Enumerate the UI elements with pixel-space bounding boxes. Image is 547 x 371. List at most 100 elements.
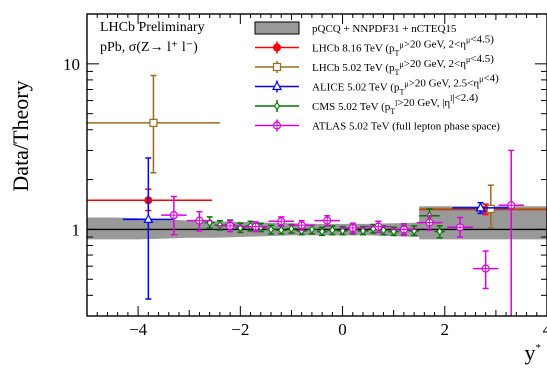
series-3-point-6-marker-shape xyxy=(267,224,275,234)
series-3-point-11-marker xyxy=(318,227,326,237)
label-text: LHCb 8.16 TeV (p xyxy=(312,43,395,55)
legend-entry-3: CMS 5.02 TeV (pTl>20 GeV, |ηl|<2.4) xyxy=(255,92,479,116)
series-4-point-7-marker xyxy=(348,223,357,233)
annotation-process: pPb, σ(Z→ l⁺ l⁻) xyxy=(100,40,198,55)
series-4-point-12 xyxy=(472,250,499,290)
legend-entry-1: LHCb 5.02 TeV (pTμ>20 GeV, 2<ημ<4.5) xyxy=(255,53,494,77)
series-4-point-3-marker xyxy=(251,222,260,231)
series-3-point-12-marker-shape xyxy=(329,225,336,235)
series-4-point-10-marker xyxy=(425,218,434,227)
series-3-point-15-marker xyxy=(359,226,367,236)
legend-marker-0-shape xyxy=(273,43,281,52)
annotation-experiment: LHCb Preliminary xyxy=(100,20,205,35)
series-2-point-1 xyxy=(452,201,509,215)
series-4-point-4-marker xyxy=(277,217,286,226)
plot-frame xyxy=(86,13,547,317)
series-3-point-7-marker xyxy=(278,225,285,235)
legend-label-theory-band: pQCQ + NNPDF31 + nCTEQ15 xyxy=(312,23,457,35)
series-4-point-0 xyxy=(161,195,187,236)
legend-entry-2: ALICE 5.02 TeV (pTμ>20 GeV, 2.5<ημ<4) xyxy=(255,73,499,97)
label-text: <4) xyxy=(483,73,499,85)
series-2-point-1-marker xyxy=(475,202,486,212)
legend-marker-2 xyxy=(272,80,282,91)
legend-label-1: LHCb 5.02 TeV (pTμ>20 GeV, 2<ημ<4.5) xyxy=(312,53,494,77)
series-3-point-11 xyxy=(317,226,328,237)
x-axis-label-main: y xyxy=(525,340,536,365)
label-text: CMS 5.02 TeV (p xyxy=(312,101,391,113)
series-4-point-2 xyxy=(217,219,243,233)
label-text: LHCb 5.02 TeV (p xyxy=(312,62,395,74)
x-tick-label: 4 xyxy=(543,320,547,339)
series-4-point-4 xyxy=(268,216,294,227)
series-0-point-0 xyxy=(87,188,213,212)
series-4-point-1 xyxy=(186,210,213,232)
label-subscript: T xyxy=(395,68,400,77)
series-3-point-8-marker-shape xyxy=(288,224,295,234)
series-4-point-13-marker xyxy=(507,201,516,210)
label-text: ATLAS 5.02 TeV (full lepton phase space) xyxy=(312,121,500,133)
series-3-point-6 xyxy=(265,224,277,235)
series-4-point-7 xyxy=(340,222,366,234)
x-tick-label: −4 xyxy=(129,320,148,339)
series-1-point-0-marker-shape xyxy=(149,118,158,127)
series-4-point-9 xyxy=(391,223,417,237)
series-4-point-10 xyxy=(416,214,443,231)
series-2-point-0-marker-shape xyxy=(143,213,154,223)
series-4-point-8-marker xyxy=(374,222,383,231)
legend-marker-1-shape xyxy=(272,62,282,72)
x-tick-label: 0 xyxy=(338,320,347,339)
label-superscript: l xyxy=(395,99,398,108)
label-text: |<2.4) xyxy=(452,92,478,104)
series-3-point-10-marker xyxy=(308,224,316,234)
label-superscript: l xyxy=(450,94,453,103)
series-4-point-9-marker xyxy=(399,225,408,234)
series-1-point-1 xyxy=(421,184,547,229)
y-axis-label: Data/Theory xyxy=(8,80,33,191)
series-4-point-6 xyxy=(314,214,340,227)
series-1-point-0 xyxy=(87,74,220,174)
label-text: >20 GeV, 2.5<η xyxy=(409,78,480,90)
series-3-point-17-marker-shape xyxy=(380,225,387,235)
legend-entry-0: LHCb 8.16 TeV (pTμ>20 GeV, 2<ημ<4.5) xyxy=(255,34,494,58)
series-3-point-15 xyxy=(357,225,369,236)
series-4-point-11 xyxy=(447,216,473,238)
y-tick-label: 1 xyxy=(72,220,81,239)
label-text: >20 GeV, 2<η xyxy=(404,58,467,70)
series-3-point-7-marker-shape xyxy=(278,225,285,235)
series-4-point-13 xyxy=(498,149,524,316)
legend-label-2: ALICE 5.02 TeV (pTμ>20 GeV, 2.5<ημ<4) xyxy=(312,73,499,97)
data-points-layer xyxy=(87,74,547,316)
series-4-point-11-marker xyxy=(456,223,465,232)
label-text: ALICE 5.02 TeV (p xyxy=(312,82,400,94)
series-4-point-3 xyxy=(242,221,269,233)
legend-label-4: ATLAS 5.02 TeV (full lepton phase space) xyxy=(312,121,500,133)
series-3-point-12-marker xyxy=(329,225,336,235)
series-3-point-13-marker xyxy=(339,226,346,236)
series-3-point-12 xyxy=(327,225,338,236)
label-superscript: μ xyxy=(404,80,408,89)
series-4-point-0-marker xyxy=(169,211,178,220)
series-3-point-6-marker xyxy=(267,224,275,234)
series-4-point-5-marker xyxy=(297,221,306,230)
series-4-point-1-marker xyxy=(195,216,204,225)
series-1-point-1-marker xyxy=(486,204,495,214)
legend-marker-3-shape xyxy=(273,101,281,111)
series-2-point-1-marker-shape xyxy=(475,202,486,212)
legend-marker-0 xyxy=(273,43,281,52)
label-superscript: μ xyxy=(466,55,470,64)
label-superscript: μ xyxy=(466,36,470,45)
label-superscript: μ xyxy=(399,60,403,69)
legend-band-swatch xyxy=(254,21,300,35)
label-subscript: T xyxy=(390,107,395,116)
label-text: <4.5) xyxy=(470,34,494,46)
series-3-point-22 xyxy=(434,225,445,239)
label-superscript: μ xyxy=(479,75,483,84)
legend-label-3: CMS 5.02 TeV (pTl>20 GeV, |ηl|<2.4) xyxy=(312,92,479,116)
series-3-point-11-marker-shape xyxy=(318,227,326,237)
label-superscript: μ xyxy=(399,41,403,50)
series-3-point-22-marker xyxy=(436,227,443,237)
series-1-point-1-marker-shape xyxy=(486,204,495,214)
label-text: >20 GeV, 2<η xyxy=(404,39,467,51)
series-2-point-0-marker xyxy=(143,213,154,223)
